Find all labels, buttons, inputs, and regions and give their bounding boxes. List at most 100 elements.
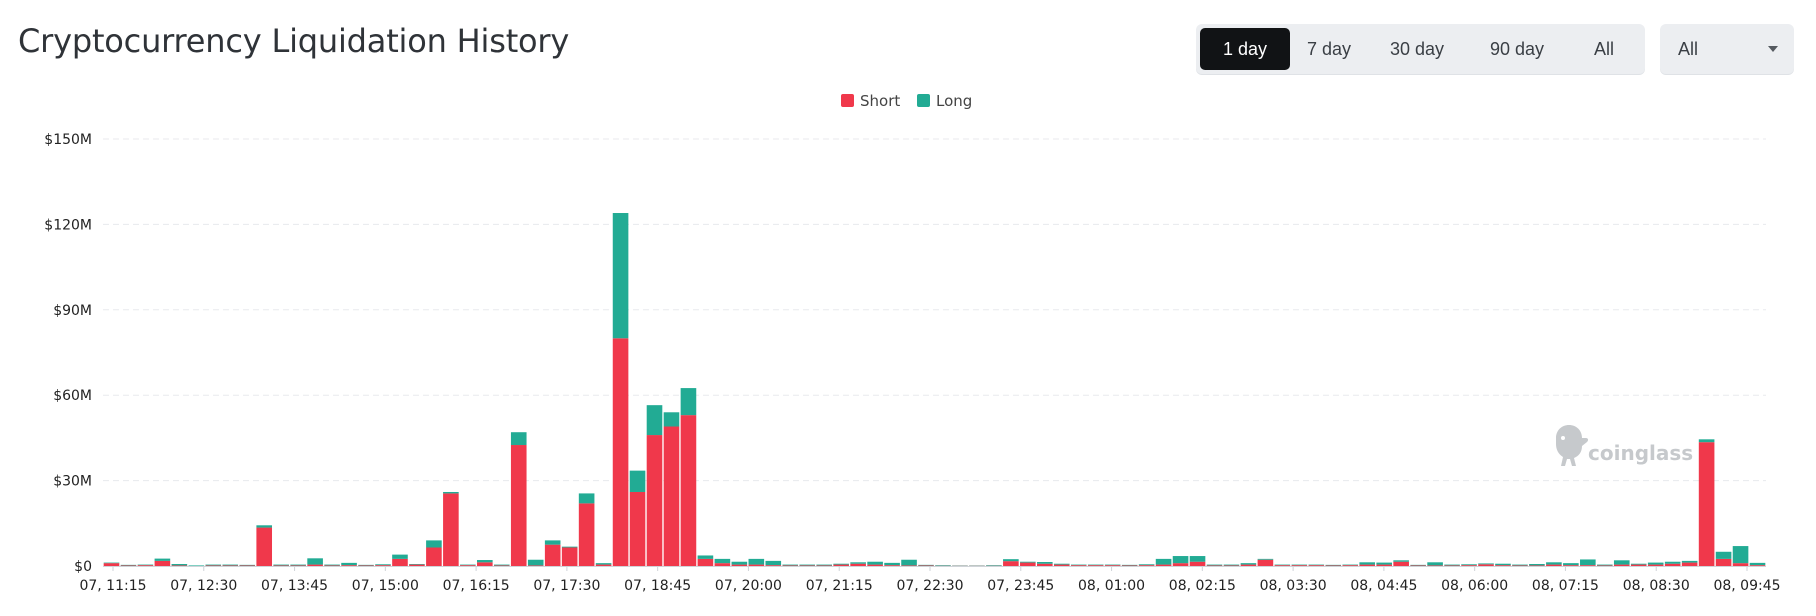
bar-short[interactable] bbox=[816, 565, 832, 566]
bar-short[interactable] bbox=[697, 558, 714, 566]
legend-item-short[interactable]: Short bbox=[841, 92, 900, 110]
bar-long[interactable] bbox=[1257, 558, 1274, 560]
bar-long[interactable] bbox=[1206, 564, 1223, 566]
bar-short[interactable] bbox=[290, 565, 306, 566]
bar-short[interactable] bbox=[171, 565, 188, 566]
bar-long[interactable] bbox=[1410, 564, 1426, 566]
bar-short[interactable] bbox=[663, 426, 680, 566]
bar-long[interactable] bbox=[1325, 564, 1342, 566]
bar-long[interactable] bbox=[1444, 564, 1460, 566]
bar-short[interactable] bbox=[1053, 564, 1070, 566]
bar-short[interactable] bbox=[1359, 564, 1376, 566]
bar-short[interactable] bbox=[1613, 564, 1630, 566]
bar-long[interactable] bbox=[1359, 562, 1376, 565]
bar-short[interactable] bbox=[120, 565, 137, 566]
bar-long[interactable] bbox=[1495, 563, 1511, 566]
bar-long[interactable] bbox=[171, 564, 188, 566]
bar-long[interactable] bbox=[1613, 560, 1630, 565]
bar-long[interactable] bbox=[1681, 560, 1698, 563]
bar-short[interactable] bbox=[1240, 564, 1257, 566]
bar-short[interactable] bbox=[1376, 564, 1392, 566]
bar-long[interactable] bbox=[918, 564, 934, 566]
bar-short[interactable] bbox=[1155, 564, 1172, 566]
bar-long[interactable] bbox=[578, 493, 595, 504]
bar-long[interactable] bbox=[120, 564, 137, 566]
bar-short[interactable] bbox=[1172, 563, 1189, 566]
bar-long[interactable] bbox=[833, 563, 849, 565]
bar-short[interactable] bbox=[1342, 565, 1359, 566]
bar-short[interactable] bbox=[1223, 565, 1240, 566]
bar-long[interactable] bbox=[273, 564, 289, 566]
bar-long[interactable] bbox=[901, 559, 917, 566]
bar-short[interactable] bbox=[1037, 563, 1053, 566]
bar-short[interactable] bbox=[392, 558, 408, 566]
bar-short[interactable] bbox=[1461, 565, 1477, 566]
bar-short[interactable] bbox=[510, 445, 527, 566]
bar-short[interactable] bbox=[1580, 565, 1596, 566]
bar-short[interactable] bbox=[493, 565, 510, 566]
bar-long[interactable] bbox=[1563, 563, 1579, 566]
bar-short[interactable] bbox=[1427, 565, 1443, 566]
bar-short[interactable] bbox=[782, 565, 799, 566]
bar-short[interactable] bbox=[1104, 565, 1121, 566]
bar-long[interactable] bbox=[1003, 559, 1019, 562]
bar-long[interactable] bbox=[1291, 564, 1308, 566]
bar-long[interactable] bbox=[307, 558, 323, 565]
bar-long[interactable] bbox=[1630, 563, 1647, 565]
bar-long[interactable] bbox=[392, 554, 408, 559]
bar-long[interactable] bbox=[137, 564, 154, 566]
bar-long[interactable] bbox=[493, 564, 510, 566]
bar-short[interactable] bbox=[1529, 565, 1545, 566]
bar-long[interactable] bbox=[1376, 562, 1392, 565]
bar-long[interactable] bbox=[1342, 564, 1359, 566]
bar-long[interactable] bbox=[375, 564, 391, 566]
bar-short[interactable] bbox=[1070, 565, 1087, 566]
bar-short[interactable] bbox=[205, 565, 222, 566]
bar-short[interactable] bbox=[1749, 565, 1766, 566]
bar-long[interactable] bbox=[884, 562, 900, 566]
bar-short[interactable] bbox=[612, 338, 629, 566]
bar-long[interactable] bbox=[1087, 564, 1104, 566]
bar-short[interactable] bbox=[1087, 565, 1104, 566]
bar-short[interactable] bbox=[544, 544, 561, 566]
bar-long[interactable] bbox=[341, 562, 357, 566]
bar-short[interactable] bbox=[1138, 565, 1155, 566]
bar-long[interactable] bbox=[1478, 563, 1494, 565]
bar-short[interactable] bbox=[1478, 564, 1494, 566]
bar-long[interactable] bbox=[409, 564, 425, 565]
bar-long[interactable] bbox=[867, 561, 883, 565]
bar-short[interactable] bbox=[358, 565, 374, 566]
bar-short[interactable] bbox=[324, 565, 340, 566]
range-tab-30-day[interactable]: 30 day bbox=[1389, 38, 1445, 59]
bar-long[interactable] bbox=[731, 561, 748, 565]
bar-long[interactable] bbox=[1172, 556, 1189, 564]
bar-short[interactable] bbox=[477, 562, 493, 566]
bar-short[interactable] bbox=[1257, 559, 1274, 566]
bar-short[interactable] bbox=[154, 560, 171, 566]
bar-short[interactable] bbox=[1512, 565, 1528, 566]
bar-long[interactable] bbox=[1529, 564, 1545, 566]
bar-short[interactable] bbox=[1291, 565, 1308, 566]
bar-long[interactable] bbox=[1240, 563, 1257, 565]
bar-short[interactable] bbox=[561, 547, 578, 567]
bar-long[interactable] bbox=[426, 540, 442, 548]
bar-long[interactable] bbox=[1189, 556, 1206, 562]
bar-short[interactable] bbox=[1444, 565, 1460, 566]
bar-short[interactable] bbox=[1681, 562, 1698, 566]
bar-short[interactable] bbox=[1630, 564, 1647, 566]
bar-long[interactable] bbox=[1020, 561, 1036, 563]
bar-short[interactable] bbox=[646, 435, 663, 566]
bar-long[interactable] bbox=[1274, 564, 1291, 566]
bar-short[interactable] bbox=[1715, 558, 1732, 566]
range-tab-all[interactable]: All bbox=[1593, 38, 1614, 59]
bar-short[interactable] bbox=[595, 564, 612, 566]
bar-long[interactable] bbox=[1749, 562, 1766, 566]
bar-long[interactable] bbox=[443, 491, 459, 494]
bar-long[interactable] bbox=[358, 564, 374, 566]
bar-long[interactable] bbox=[799, 564, 816, 566]
bar-short[interactable] bbox=[578, 503, 595, 566]
bar-long[interactable] bbox=[1715, 551, 1732, 559]
bar-short[interactable] bbox=[1121, 565, 1138, 566]
bar-long[interactable] bbox=[324, 564, 340, 566]
bar-short[interactable] bbox=[1410, 565, 1426, 566]
